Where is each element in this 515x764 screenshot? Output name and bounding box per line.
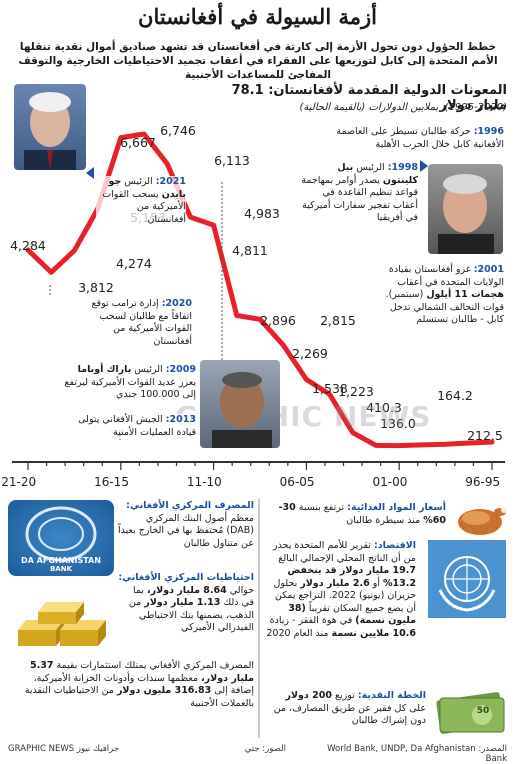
annotation-1996: 1996: حركة طالبان تسيطر على العاصمة الأف… xyxy=(304,126,504,151)
banknote-denomination: 50 xyxy=(476,706,490,716)
data-label: 1,538 xyxy=(312,381,348,396)
data-label: 2,896 xyxy=(260,313,296,328)
reserves-text-2: المصرف المركزي الأفغاني يمتلك استثمارات … xyxy=(24,660,254,709)
annotation-2001: 2001: غزو أفغانستان بقيادة الولايات المت… xyxy=(370,264,504,327)
data-label: 4,811 xyxy=(232,243,268,258)
cash-text: الخطة النقدية: توزيع 200 دولار على كل فق… xyxy=(273,690,426,726)
reserves-text: احتياطيات المركزي الأفغاني: حوالي 8.64 م… xyxy=(118,572,254,633)
footer-photos: الصور: جتي xyxy=(244,744,286,754)
annotation-2009: 2009: الرئيس باراك أوباما يعزز عديد القو… xyxy=(60,364,196,402)
photo-clinton xyxy=(428,164,503,254)
chicken-graphic xyxy=(452,498,510,542)
page-title: أزمة السيولة في أفغانستان xyxy=(138,4,377,29)
economy-text: الاقتصاد: تقرير للأمم المتحدة يحذر من أن… xyxy=(266,540,416,639)
x-tick-label: 16-15 xyxy=(94,475,129,489)
x-tick-label: 96-95 xyxy=(465,475,500,489)
data-label: 6,746 xyxy=(160,123,196,138)
data-label: 4,274 xyxy=(116,256,152,271)
x-tick-label: 11-10 xyxy=(187,475,222,489)
pointer-2021-icon xyxy=(86,167,94,179)
banknotes: 50 xyxy=(432,684,510,742)
bank-logo-line1: DA AFGHANISTAN xyxy=(21,556,101,565)
data-label: 136.0 xyxy=(380,416,416,431)
x-tick-label: 06-05 xyxy=(280,475,315,489)
person-portrait-icon xyxy=(438,174,494,254)
pointer-1998-icon xyxy=(420,160,428,172)
chart-subtitle: (1995-2020)، بملايين الدولارات (بالقيمة … xyxy=(299,102,508,113)
food-text: أسعار المواد الغذائية: ترتفع بنسبة 30-60… xyxy=(278,502,446,526)
bottom-divider xyxy=(258,498,260,738)
photo-biden xyxy=(14,84,86,170)
un-emblem-icon xyxy=(438,556,496,612)
data-label: 6,113 xyxy=(214,153,250,168)
chart-title: المعونات الدولية المقدمة لأفغانستان: 78.… xyxy=(231,83,507,113)
annotation-2021: 2021: الرئيس جو بايدن يسحب القوات الأمير… xyxy=(96,176,186,226)
annotation-2013: 2013: الجيش الأفغاني يتولى قيادة العمليا… xyxy=(60,414,196,439)
x-tick-label: 01-00 xyxy=(372,475,407,489)
person-portrait-icon xyxy=(24,92,76,170)
bank-seal-icon xyxy=(25,506,97,562)
gold-bars xyxy=(8,590,114,664)
data-label: 2,269 xyxy=(292,346,328,361)
data-label: 6,667 xyxy=(120,135,156,150)
data-label: 1,223 xyxy=(338,384,374,399)
data-label: 3,812 xyxy=(78,280,114,295)
x-tick-label: 21-20 xyxy=(1,475,36,489)
un-logo xyxy=(428,540,506,618)
person-portrait-icon xyxy=(212,372,272,448)
bank-logo: DA AFGHANISTAN BANK xyxy=(8,500,114,576)
photo-obama xyxy=(200,360,280,448)
footer-credit: GRAPHIC NEWS جرافيك نيوز xyxy=(8,744,120,754)
annotation-2020: 2020: إدارة ترامب توقع اتفاقاً مع طالبان… xyxy=(72,298,192,348)
data-label: 4,983 xyxy=(244,206,280,221)
gold-bars-icon xyxy=(18,602,106,646)
data-label: 212.5 xyxy=(467,428,503,443)
footer-source: المصدر: World Bank, UNDP, Da Afghanistan… xyxy=(327,744,507,764)
page-subtitle: خطط الحؤول دون تحول الأزمة إلى كارثة في … xyxy=(18,41,498,81)
data-label: 164.2 xyxy=(437,388,473,403)
annotation-1998: 1998: الرئيس بيل كلينتون يصدر أوامر بمها… xyxy=(300,162,418,225)
banknote-stack-icon xyxy=(436,692,505,734)
data-label: 2,815 xyxy=(320,313,356,328)
data-label: 4,284 xyxy=(10,238,46,253)
bank-text: المصرف المركزي الأفغاني: معظم أصول البنك… xyxy=(118,500,254,549)
bank-logo-line2: BANK xyxy=(49,565,73,573)
roast-chicken-icon xyxy=(458,507,507,535)
data-label: 410.3 xyxy=(366,400,402,415)
